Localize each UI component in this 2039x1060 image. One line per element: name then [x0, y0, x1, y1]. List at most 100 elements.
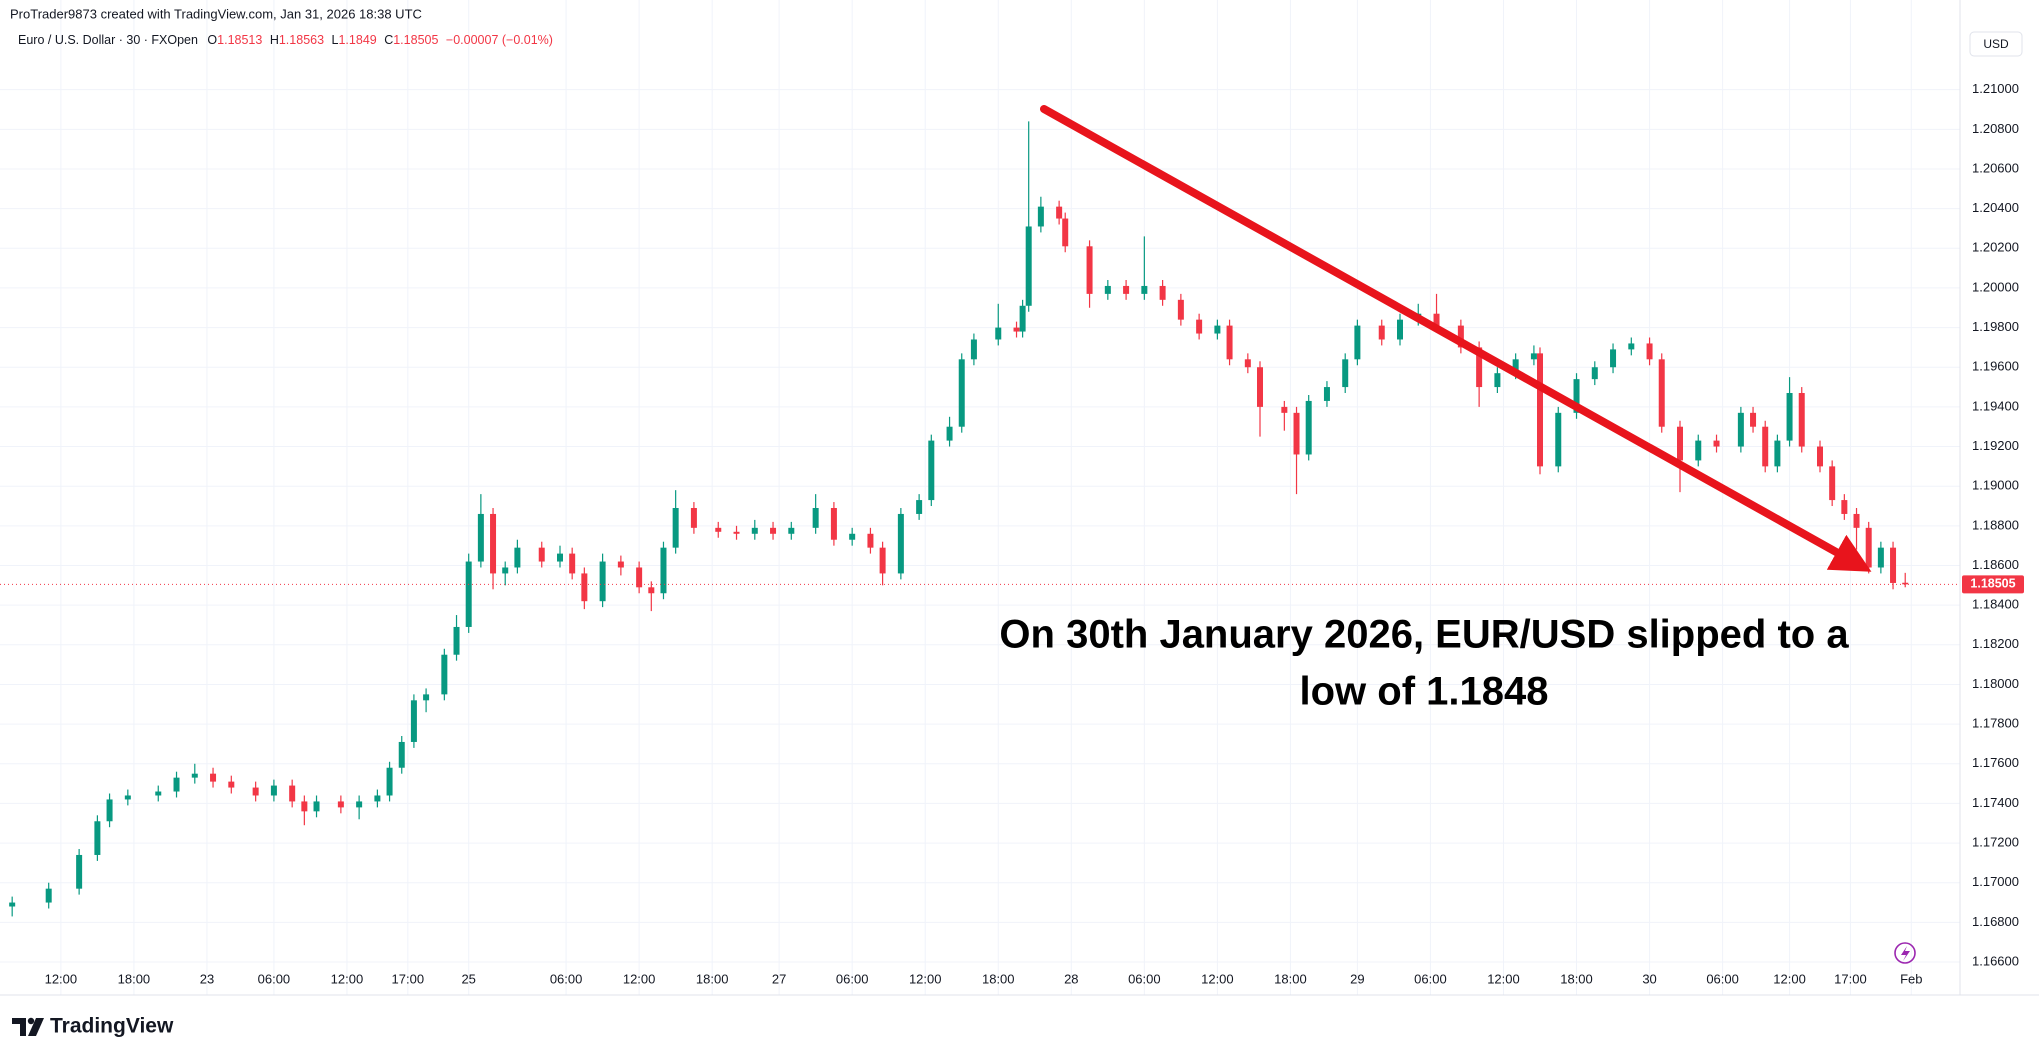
currency-label[interactable]: USD	[1983, 37, 2009, 51]
candle-body	[1774, 440, 1781, 467]
y-tick-label: 1.18600	[1972, 557, 2019, 572]
candle-body	[1141, 285, 1148, 294]
candle-body	[1214, 325, 1221, 334]
candle-body	[569, 553, 576, 574]
candle-body	[1037, 206, 1044, 227]
candle-body	[1762, 426, 1769, 467]
candle-body	[124, 795, 131, 800]
candle-body	[538, 547, 545, 562]
candle-body	[1877, 547, 1884, 568]
candle-body	[648, 587, 655, 594]
candle-body	[599, 561, 606, 602]
candle-body	[1056, 206, 1063, 219]
candle-body	[252, 787, 259, 796]
candle-body	[270, 785, 277, 796]
candle-body	[1902, 582, 1909, 585]
ohlc-value: 1.18505	[393, 33, 438, 47]
candle-body	[313, 801, 320, 812]
x-tick-label: 23	[200, 971, 214, 986]
y-tick-label: 1.20200	[1972, 240, 2019, 255]
candle-body	[210, 773, 217, 782]
candle-body	[812, 508, 819, 528]
ohlc-label: O	[207, 33, 217, 47]
candle-body	[1841, 500, 1848, 514]
candle-body	[453, 626, 460, 655]
candle-body	[356, 801, 363, 808]
x-tick-label: 06:00	[258, 971, 291, 986]
candle-body	[557, 553, 563, 562]
candle-body	[1013, 327, 1020, 332]
symbol-title: Euro / U.S. Dollar · 30 · FXOpen	[18, 33, 198, 47]
candle-body	[477, 513, 484, 562]
x-tick-label: 12:00	[1487, 971, 1520, 986]
candle-body	[386, 767, 393, 796]
candle-body	[1397, 319, 1403, 340]
candle-body	[1530, 353, 1537, 360]
candle-body	[1786, 393, 1793, 441]
x-tick-label: 28	[1064, 971, 1078, 986]
candle-body	[173, 777, 180, 792]
candle-body	[1890, 547, 1897, 583]
candle-body	[1591, 367, 1598, 380]
candle-body	[465, 561, 472, 627]
candle-body	[1305, 400, 1312, 455]
x-tick-label: 27	[772, 971, 786, 986]
ohlc-label: C	[384, 33, 393, 47]
ohlc-label: H	[270, 33, 279, 47]
candle-body	[849, 533, 856, 540]
grid-layer	[0, 0, 1960, 995]
trend-arrow	[1040, 105, 1872, 572]
candle-body	[636, 567, 643, 588]
candle-body	[1257, 367, 1263, 407]
candle-body	[423, 694, 430, 701]
x-tick-label: 12:00	[909, 971, 942, 986]
candle-body	[289, 785, 296, 802]
last-price-label: 1.18505	[1970, 577, 2015, 591]
candle-body	[1354, 325, 1361, 360]
candle-body	[1750, 412, 1757, 427]
candle-body	[1494, 373, 1501, 388]
candle-body	[502, 567, 509, 574]
candle-body	[76, 854, 83, 889]
x-tick-label: 06:00	[1128, 971, 1161, 986]
candle-body	[751, 527, 758, 534]
candle-body	[1104, 285, 1111, 294]
brand-logo	[12, 1017, 44, 1036]
candle-body	[1086, 246, 1093, 294]
candle-body	[770, 527, 777, 534]
candle-body	[830, 508, 837, 540]
candle-body	[1159, 285, 1166, 300]
candle-body	[1457, 325, 1464, 348]
ohlc-label: L	[332, 33, 339, 47]
candle-body	[1628, 343, 1635, 350]
x-tick-label: 18:00	[696, 971, 729, 986]
candle-body	[490, 513, 497, 574]
candle-body	[690, 508, 697, 528]
x-tick-label: 06:00	[1414, 971, 1447, 986]
candle-body	[1713, 440, 1720, 447]
replay-icon[interactable]	[1894, 942, 1916, 964]
candle-body	[897, 513, 904, 574]
y-tick-label: 1.19800	[1972, 319, 2019, 334]
x-tick-label: 18:00	[1274, 971, 1307, 986]
y-tick-label: 1.17600	[1972, 755, 2019, 770]
y-tick-label: 1.18400	[1972, 597, 2019, 612]
candle-body	[958, 359, 965, 427]
currency-button[interactable]	[1969, 31, 2023, 57]
candle-body	[1196, 319, 1203, 334]
last-price-badge	[1962, 575, 2024, 594]
y-tick-label: 1.20000	[1972, 279, 2019, 294]
y-tick-label: 1.17400	[1972, 795, 2019, 810]
x-tick-label: Feb	[1900, 971, 1922, 986]
candle-body	[94, 821, 101, 855]
y-tick-label: 1.20600	[1972, 160, 2019, 175]
candle-body	[45, 888, 52, 903]
candle-body	[1573, 379, 1580, 413]
y-tick-label: 1.20400	[1972, 200, 2019, 215]
candle-body	[1123, 285, 1130, 294]
candle-body	[715, 527, 722, 532]
symbol-legend: Euro / U.S. Dollar · 30 · FXOpen O1.1851…	[18, 33, 553, 47]
candle-body	[106, 799, 113, 822]
candle-body	[1646, 343, 1653, 360]
candle-body	[1677, 426, 1683, 461]
